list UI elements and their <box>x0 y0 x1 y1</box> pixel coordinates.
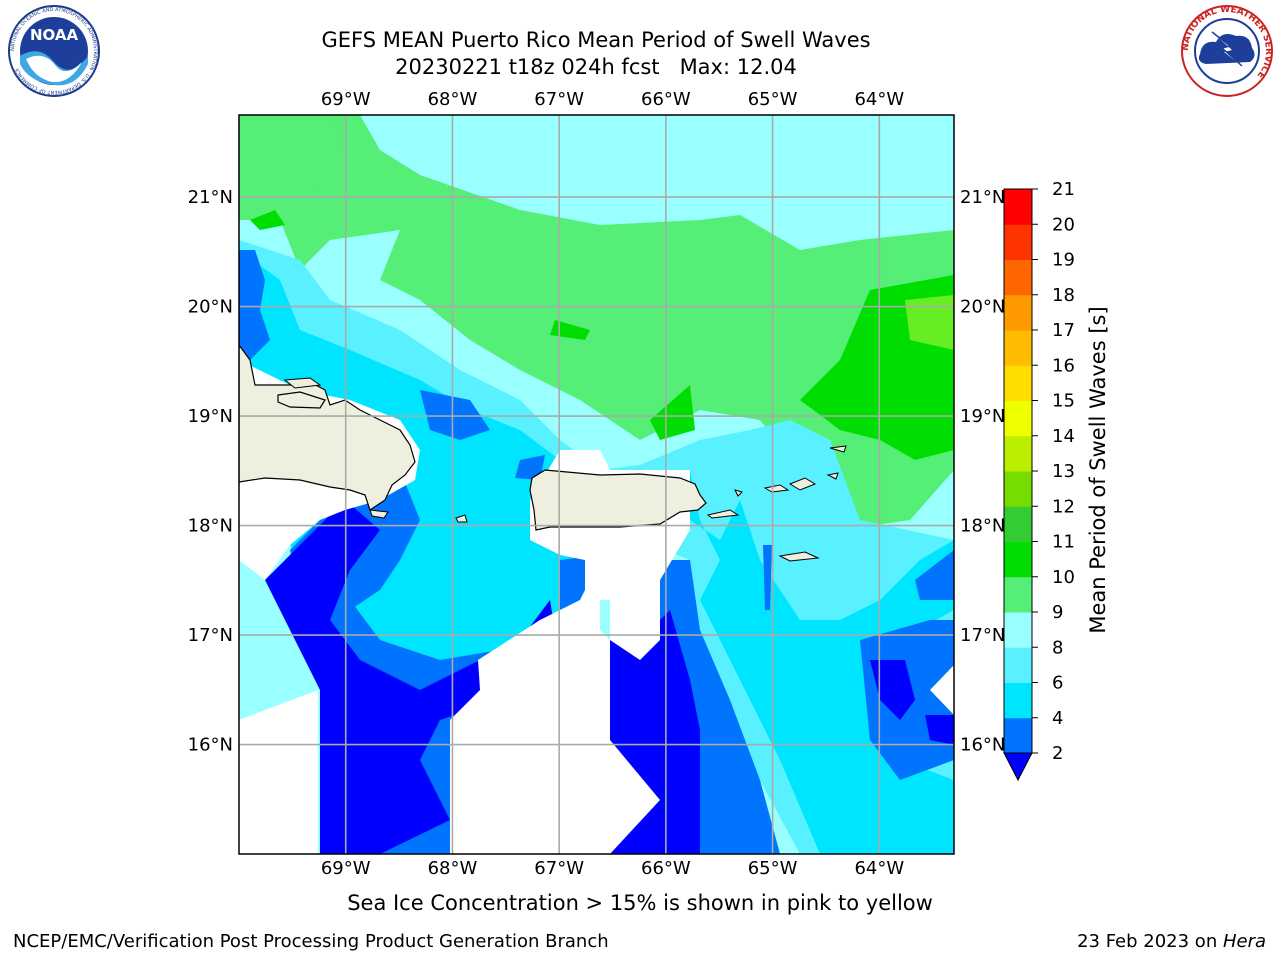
noaa-logo: NOAA NATIONAL OCEANIC AND ATMOSPHERIC AD… <box>4 4 104 98</box>
colorbar-segment <box>1004 576 1032 613</box>
lon-label-bottom: 65°W <box>748 858 798 879</box>
colorbar-tick-label: 17 <box>1052 320 1075 341</box>
colorbar-tick-label: 16 <box>1052 355 1075 376</box>
colorbar-tick-label: 20 <box>1052 214 1075 235</box>
map-frame <box>238 114 955 855</box>
footer-date-text: 23 Feb 2023 on <box>1077 931 1223 952</box>
lat-label-left: 20°N <box>188 297 233 318</box>
lon-label-bottom: 66°W <box>641 858 691 879</box>
colorbar-segment <box>1004 189 1032 225</box>
lat-label-right: 18°N <box>960 516 1005 537</box>
colorbar-tick-label: 10 <box>1052 567 1075 588</box>
period-12s-region <box>905 295 954 350</box>
colorbar-extend-min <box>1003 752 1033 782</box>
puerto-rico-land <box>529 469 707 531</box>
no-data-region-west <box>239 690 318 854</box>
colorbar-tick-label: 18 <box>1052 285 1075 306</box>
lat-label-left: 16°N <box>188 735 233 756</box>
no-data-region-southcentral <box>450 560 660 854</box>
lat-label-left: 21°N <box>188 187 233 208</box>
colorbar-segment <box>1004 294 1032 331</box>
colorbar-segment <box>1004 400 1032 437</box>
sea-ice-note: Sea Ice Concentration > 15% is shown in … <box>347 891 933 915</box>
colorbar-segment <box>1004 435 1032 472</box>
colorbar-tick-label: 13 <box>1052 461 1075 482</box>
colorbar-segment <box>1004 541 1032 578</box>
lon-label-bottom: 68°W <box>428 858 478 879</box>
colorbar-segment <box>1004 506 1032 542</box>
lon-label-top: 65°W <box>748 89 798 110</box>
colorbar-segment <box>1004 471 1032 507</box>
lat-label-left: 17°N <box>188 625 233 646</box>
chart-title: GEFS MEAN Puerto Rico Mean Period of Swe… <box>321 28 871 52</box>
lat-label-right: 17°N <box>960 625 1005 646</box>
axis-labels: 69°W 69°W 68°W 68°W 67°W 67°W 66°W 66°W 65°W 65°W… <box>188 89 1006 879</box>
lon-label-top: 69°W <box>321 89 371 110</box>
colorbar-tick-label: 12 <box>1052 496 1075 517</box>
colorbar-tick-label: 2 <box>1052 743 1063 764</box>
colorbar-tick-label: 4 <box>1052 708 1063 729</box>
footer-branch: NCEP/EMC/Verification Post Processing Pr… <box>13 931 609 952</box>
lon-label-top: 64°W <box>854 89 904 110</box>
lat-label-right: 16°N <box>960 735 1005 756</box>
lat-label-right: 19°N <box>960 406 1005 427</box>
colorbar-tick-label: 9 <box>1052 602 1063 623</box>
period-2s-region <box>265 500 560 854</box>
footer-host: Hera <box>1222 931 1266 952</box>
graticule <box>239 115 954 854</box>
lon-label-bottom: 67°W <box>534 858 584 879</box>
lon-label-top: 67°W <box>534 89 584 110</box>
colorbar-segment <box>1004 259 1032 296</box>
colorbar-segment <box>1004 647 1032 683</box>
lon-label-bottom: 69°W <box>321 858 371 879</box>
colorbar-label: Mean Period of Swell Waves [s] <box>1086 306 1110 634</box>
lat-label-right: 21°N <box>960 187 1005 208</box>
colorbar-tick-label: 19 <box>1052 250 1075 271</box>
period-10s-region-nw <box>239 115 340 220</box>
footer-date: 23 Feb 2023 on Hera <box>1077 931 1266 952</box>
svg-text:NOAA: NOAA <box>30 26 79 44</box>
colorbar-tick-label: 6 <box>1052 673 1063 694</box>
colorbar-segment <box>1004 365 1032 401</box>
swell-period-field <box>239 115 954 854</box>
lat-label-left: 18°N <box>188 516 233 537</box>
colorbar-segment <box>1004 224 1032 260</box>
colorbar-segment <box>1004 330 1032 366</box>
colorbar: 2 4 6 8 9 10 11 12 13 14 15 16 17 18 19 20 21 <box>1003 179 1075 782</box>
lon-label-top: 66°W <box>641 89 691 110</box>
colorbar-segment <box>1004 717 1032 754</box>
lat-label-left: 19°N <box>188 406 233 427</box>
colorbar-segment <box>1004 682 1032 719</box>
lat-label-right: 20°N <box>960 297 1005 318</box>
chart-subtitle: 20230221 t18z 024h fcst Max: 12.04 <box>395 55 797 79</box>
colorbar-tick-label: 21 <box>1052 179 1075 200</box>
nws-logo: NATIONAL WEATHER SERVICE <box>1178 4 1276 98</box>
colorbar-tick-label: 11 <box>1052 532 1075 553</box>
period-4s-region <box>239 250 270 360</box>
colorbar-segment <box>1004 612 1032 648</box>
colorbar-tick-label: 8 <box>1052 637 1063 658</box>
colorbar-tick-label: 14 <box>1052 426 1075 447</box>
lon-label-top: 68°W <box>428 89 478 110</box>
lon-label-bottom: 64°W <box>854 858 904 879</box>
colorbar-tick-label: 15 <box>1052 391 1075 412</box>
